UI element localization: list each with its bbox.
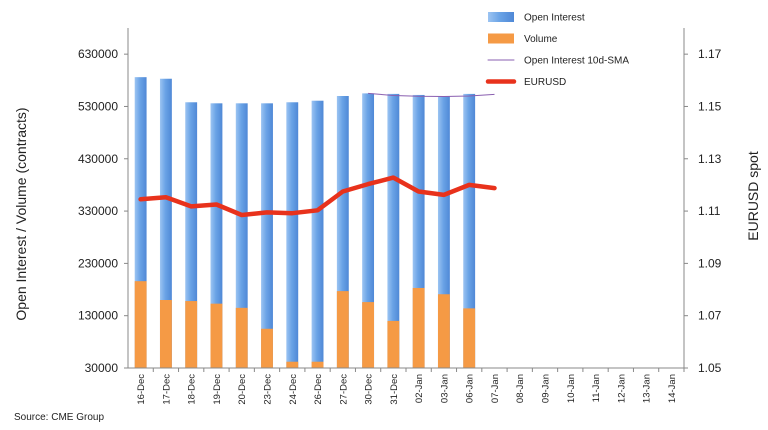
legend-label: Open Interest 10d-SMA: [524, 56, 629, 67]
volume-bar: [261, 328, 273, 368]
legend: Open Interest Volume Open Interest 10d-SMA…: [485, 12, 629, 88]
open-interest-bar: [336, 96, 349, 368]
y2-tick-label: 1.05: [698, 361, 722, 375]
volume-bar: [336, 291, 349, 368]
eurusd-line: [138, 175, 497, 218]
volume-bar: [362, 302, 375, 368]
x-tick-label: 13-Jan: [642, 374, 653, 403]
open-interest-bars: [134, 77, 476, 369]
x-tick-label: 23-Dec: [263, 374, 274, 405]
y2-tick-label: 1.17: [698, 47, 722, 61]
left-axis-ticks: 630000 530000 430000 330000 230000 130000 3000…: [78, 47, 128, 375]
x-tick-label: 06-Jan: [465, 374, 476, 403]
volume-bar: [311, 361, 324, 368]
y-tick-label: 30000: [85, 361, 119, 375]
volume-bar: [463, 308, 476, 368]
legend-swatch: [488, 12, 514, 22]
x-tick-label: 09-Jan: [541, 374, 552, 403]
x-tick-label: 19-Dec: [212, 374, 223, 405]
x-axis-ticks: 16-Dec 17-Dec 18-Dec 19-Dec 20-Dec 23-Dec 24-D…: [136, 368, 685, 405]
y2-tick-label: 1.07: [698, 309, 722, 323]
y2-tick-label: 1.13: [698, 152, 722, 166]
volume-bar: [185, 301, 198, 368]
y2-tick-label: 1.09: [698, 256, 722, 270]
open-interest-bar: [159, 78, 172, 368]
y2-tick-label: 1.15: [698, 99, 722, 113]
open-interest-bar: [311, 100, 324, 368]
x-tick-label: 10-Jan: [566, 374, 577, 403]
volume-bar: [286, 361, 299, 368]
x-tick-label: 30-Dec: [364, 374, 375, 405]
source-note: Source: CME Group: [14, 412, 104, 423]
sma-line: [368, 92, 495, 98]
x-tick-label: 02-Jan: [414, 374, 425, 403]
volume-bar: [235, 307, 248, 368]
open-interest-bar: [261, 103, 273, 369]
volume-bar: [134, 281, 147, 368]
x-tick-label: 27-Dec: [338, 374, 349, 405]
y-tick-label: 630000: [78, 47, 118, 61]
y-tick-label: 230000: [78, 256, 118, 270]
x-tick-label: 31-Dec: [389, 374, 400, 405]
x-tick-label: 26-Dec: [313, 374, 324, 405]
volume-bar: [159, 300, 172, 368]
open-interest-bar: [185, 102, 198, 369]
open-interest-bar: [412, 94, 425, 368]
y-axis-title: Open Interest / Volume (contracts): [13, 107, 29, 320]
x-tick-label: 16-Dec: [136, 374, 147, 405]
x-tick-label: 08-Jan: [515, 374, 526, 403]
open-interest-bar: [437, 96, 450, 369]
y-tick-label: 430000: [78, 152, 118, 166]
volume-bar: [210, 303, 223, 368]
open-interest-bar: [134, 77, 147, 369]
x-tick-label: 11-Jan: [591, 374, 602, 402]
legend-label: Volume: [524, 34, 558, 45]
x-tick-label: 18-Dec: [187, 374, 198, 405]
legend-label: EURUSD: [524, 77, 566, 88]
y-tick-label: 130000: [78, 309, 118, 323]
open-interest-bar: [286, 102, 299, 369]
x-tick-label: 17-Dec: [161, 374, 172, 405]
x-tick-label: 24-Dec: [288, 374, 299, 405]
open-interest-bar: [235, 103, 248, 369]
open-interest-bar: [362, 93, 375, 368]
volume-bar: [387, 320, 400, 368]
legend-label: Open Interest: [524, 13, 585, 24]
right-axis-ticks: 1.17 1.15 1.13 1.11 1.09 1.07 1.05: [684, 47, 722, 375]
x-tick-label: 20-Dec: [237, 374, 248, 405]
x-tick-label: 14-Jan: [667, 374, 678, 403]
y2-axis-title: EURUSD spot: [745, 151, 761, 241]
y-tick-label: 530000: [78, 99, 118, 113]
open-interest-bar: [387, 93, 400, 369]
open-interest-bar: [463, 93, 476, 369]
volume-bar: [412, 287, 425, 368]
legend-swatch: [488, 33, 514, 44]
open-interest-bar: [210, 103, 223, 369]
line-series: [138, 92, 497, 218]
y-tick-label: 330000: [78, 204, 118, 218]
y2-tick-label: 1.11: [698, 204, 721, 218]
x-tick-label: 12-Jan: [616, 374, 627, 403]
volume-bar: [437, 294, 450, 368]
x-tick-label: 03-Jan: [439, 374, 450, 403]
x-tick-label: 07-Jan: [490, 374, 501, 403]
volume-bars: [134, 281, 476, 368]
